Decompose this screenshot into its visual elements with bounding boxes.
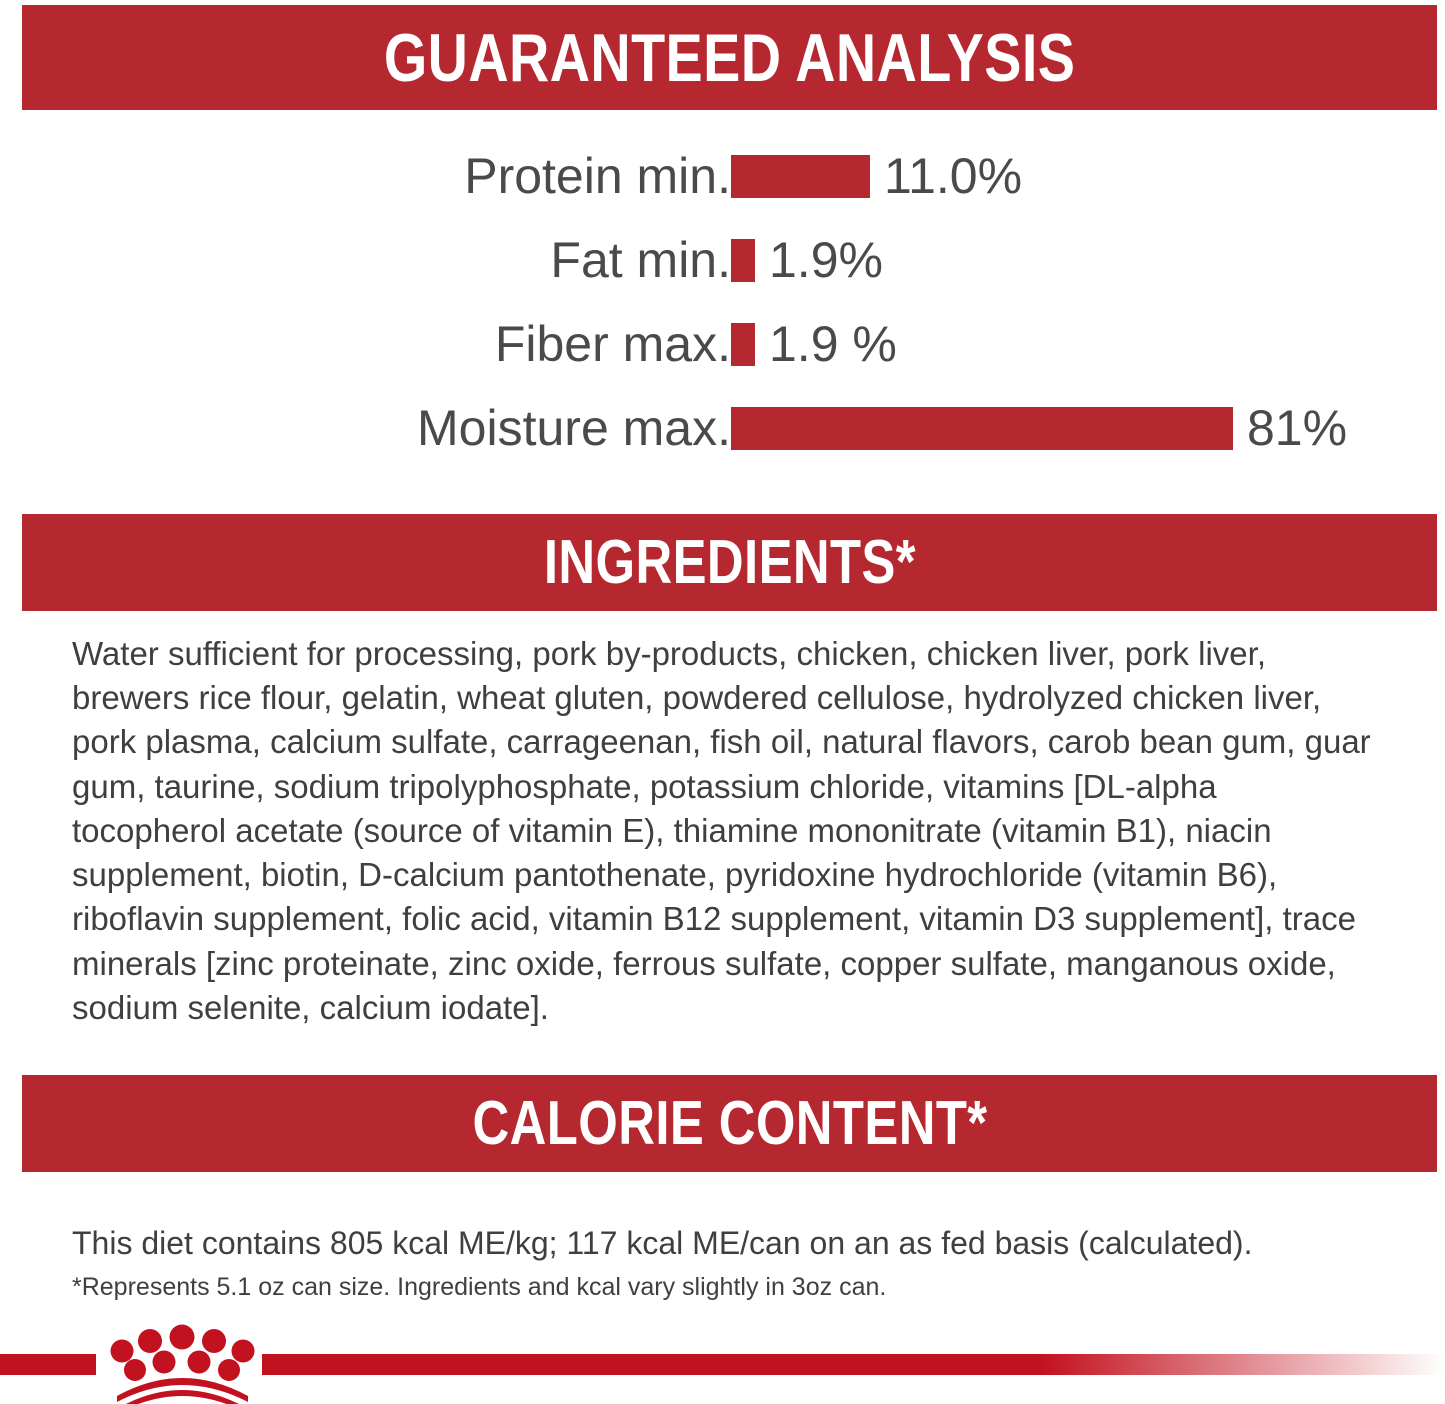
footer-rule-left	[0, 1354, 96, 1375]
analysis-value-protein: 11.0%	[884, 148, 1023, 204]
analysis-row-fat: Fat min. 1.9%	[0, 218, 1445, 302]
calorie-content-title: CALORIE CONTENT*	[472, 1088, 987, 1158]
calorie-content-banner: CALORIE CONTENT*	[22, 1075, 1437, 1172]
analysis-value-fiber: 1.9 %	[769, 316, 897, 372]
calorie-footnote: *Represents 5.1 oz can size. Ingredients…	[72, 1273, 887, 1301]
ingredients-banner: INGREDIENTS*	[22, 514, 1437, 611]
guaranteed-analysis-banner: GUARANTEED ANALYSIS	[22, 5, 1437, 110]
royal-canin-crown-icon	[110, 1324, 255, 1404]
analysis-row-moisture: Moisture max. 81%	[0, 386, 1445, 470]
analysis-bar-moisture	[731, 406, 1233, 450]
ingredients-text: Water sufficient for processing, pork by…	[72, 635, 1371, 1026]
guaranteed-analysis-title: GUARANTEED ANALYSIS	[383, 19, 1076, 96]
ingredients-title: INGREDIENTS*	[543, 527, 916, 597]
analysis-bar-protein	[731, 154, 870, 198]
calorie-content-text: This diet contains 805 kcal ME/kg; 117 k…	[72, 1225, 1253, 1261]
analysis-bar-fat	[731, 238, 755, 282]
analysis-value-fat: 1.9%	[769, 232, 883, 288]
guaranteed-analysis-rows: Protein min. 11.0% Fat min. 1.9% Fiber m…	[0, 134, 1445, 470]
analysis-row-fiber: Fiber max. 1.9 %	[0, 302, 1445, 386]
analysis-label-fiber: Fiber max.	[494, 316, 731, 372]
analysis-label-fat: Fat min.	[550, 232, 731, 288]
footer	[0, 1324, 1445, 1404]
analysis-label-protein: Protein min.	[464, 148, 731, 204]
analysis-bar-fiber	[731, 322, 755, 366]
footer-rule-right	[262, 1354, 1445, 1375]
analysis-label-moisture: Moisture max.	[417, 400, 731, 456]
analysis-row-protein: Protein min. 11.0%	[0, 134, 1445, 218]
analysis-value-moisture: 81%	[1247, 400, 1348, 456]
